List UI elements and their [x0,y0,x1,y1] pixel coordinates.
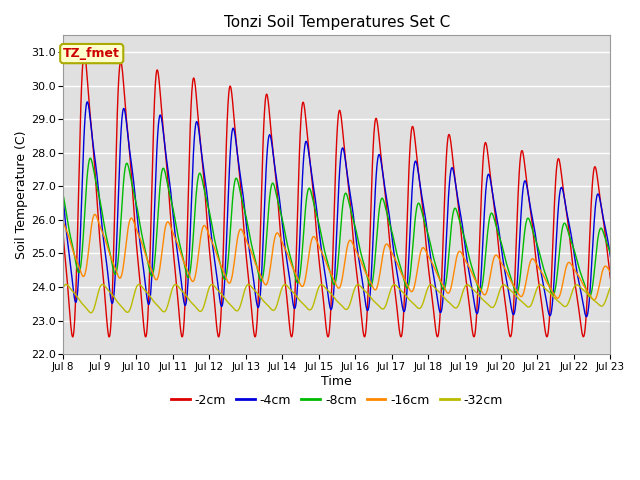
-4cm [168,202,176,207]
-32cm [607,285,614,290]
-32cm [87,310,95,316]
-8cm [607,251,614,256]
-16cm [243,238,250,244]
-16cm [607,270,614,276]
Legend: -2cm, -4cm, -8cm, -16cm, -32cm: -2cm, -4cm, -8cm, -16cm, -32cm [166,389,508,412]
-16cm [168,228,176,233]
-2cm [607,276,614,281]
-16cm [182,263,189,268]
-8cm [586,294,593,300]
-2cm [494,237,502,243]
-8cm [60,192,67,198]
-8cm [243,216,250,222]
-4cm [582,314,590,320]
-2cm [243,260,251,266]
-16cm [91,212,99,217]
-2cm [69,334,77,340]
Text: TZ_fmet: TZ_fmet [63,47,120,60]
-4cm [182,302,189,308]
-32cm [60,285,67,291]
-8cm [182,266,189,272]
-4cm [60,197,67,203]
-32cm [542,287,550,292]
-8cm [168,201,176,207]
-4cm [422,219,430,225]
-4cm [493,218,501,224]
-2cm [60,234,67,240]
-32cm [168,286,176,291]
Line: -4cm: -4cm [63,102,611,317]
Title: Tonzi Soil Temperatures Set C: Tonzi Soil Temperatures Set C [224,15,450,30]
Line: -32cm: -32cm [63,284,611,313]
-8cm [86,156,94,161]
-4cm [243,224,250,230]
-8cm [422,224,430,230]
-2cm [182,281,189,287]
X-axis label: Time: Time [321,374,352,387]
-8cm [493,228,501,234]
-2cm [168,239,176,244]
Line: -2cm: -2cm [63,54,611,337]
-32cm [494,293,502,299]
-16cm [60,219,67,225]
-4cm [83,99,91,105]
-8cm [542,272,550,278]
-4cm [542,295,550,300]
Y-axis label: Soil Temperature (C): Soil Temperature (C) [15,131,28,259]
-16cm [493,253,501,259]
-32cm [62,281,70,287]
Line: -16cm: -16cm [63,215,611,300]
-2cm [81,51,88,57]
-2cm [542,333,550,338]
-16cm [590,297,598,303]
-4cm [607,254,614,260]
-2cm [422,245,430,251]
-16cm [542,277,550,283]
Line: -8cm: -8cm [63,158,611,297]
-32cm [422,289,430,295]
-32cm [243,283,251,288]
-32cm [182,292,189,298]
-16cm [422,249,430,254]
